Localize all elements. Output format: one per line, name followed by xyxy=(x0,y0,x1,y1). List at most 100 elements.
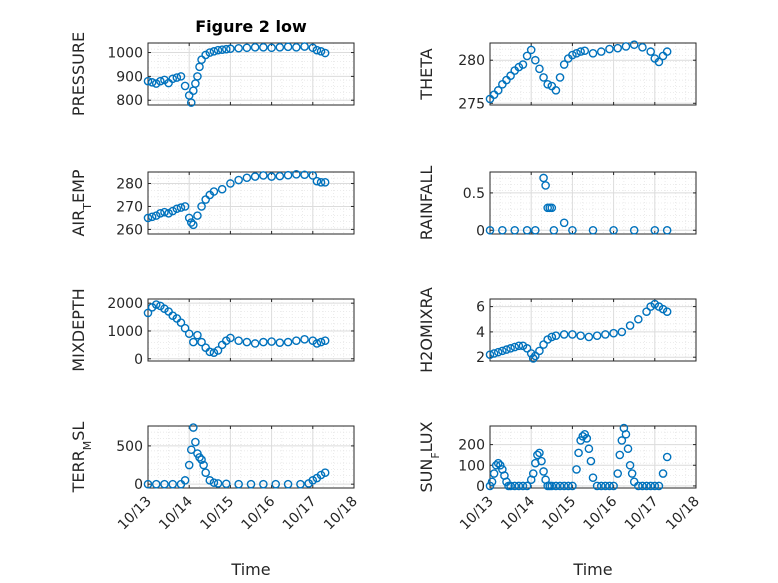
y-tick-label: 2000 xyxy=(107,296,143,312)
data-point xyxy=(193,211,202,220)
data-point xyxy=(510,225,520,235)
data-point xyxy=(176,318,186,327)
data-point xyxy=(205,347,215,357)
data-point xyxy=(568,50,577,60)
data-point xyxy=(189,423,198,432)
data-point xyxy=(197,202,206,211)
subplot-pressure: 800 900 1000 PRESSURE xyxy=(69,32,355,116)
data-point xyxy=(201,343,210,352)
data-point xyxy=(634,481,643,491)
data-point xyxy=(555,481,565,491)
x-tick-label: 10/17 xyxy=(622,494,662,534)
data-point xyxy=(609,481,618,491)
data-point xyxy=(189,220,198,230)
y-tick-label: 270 xyxy=(116,199,143,215)
data-point xyxy=(191,79,200,88)
data-point xyxy=(156,76,165,86)
data-point xyxy=(259,42,268,52)
data-point xyxy=(234,336,243,346)
data-point xyxy=(559,330,569,339)
data-point xyxy=(539,73,548,82)
data-point xyxy=(522,481,532,491)
data-point xyxy=(205,476,215,485)
y-axis-label: H2OMIXRA xyxy=(417,287,436,373)
data-point xyxy=(221,44,231,54)
y-tick-label: 900 xyxy=(116,69,143,85)
y-axis-label: MIXDEPTH xyxy=(69,288,88,371)
data-point xyxy=(300,42,309,51)
data-point xyxy=(320,48,330,58)
data-point xyxy=(217,45,227,54)
data-point xyxy=(559,481,569,491)
axes-box xyxy=(147,42,355,106)
data-point xyxy=(259,171,268,180)
data-point xyxy=(250,172,260,181)
data-point xyxy=(250,42,260,52)
y-axis-label: RAINFALL xyxy=(417,166,436,241)
data-point xyxy=(580,429,590,439)
data-point xyxy=(168,206,178,216)
data-point xyxy=(551,481,561,491)
data-point xyxy=(623,444,633,454)
y-tick-label: 1000 xyxy=(107,324,143,340)
axes-box xyxy=(489,298,697,362)
axes-box xyxy=(489,425,697,489)
data-point xyxy=(213,45,223,55)
data-point xyxy=(191,437,200,447)
data-point xyxy=(605,481,614,491)
data-point xyxy=(617,327,627,337)
data-point xyxy=(563,481,573,491)
data-point xyxy=(621,429,631,439)
x-tick-label: 10/15 xyxy=(197,494,237,534)
data-point xyxy=(209,478,219,487)
data-point xyxy=(634,314,643,324)
data-point xyxy=(617,436,627,445)
data-point xyxy=(584,332,594,342)
data-point xyxy=(493,347,503,357)
y-tick-label: 280 xyxy=(116,176,143,192)
data-point xyxy=(316,470,326,480)
data-point xyxy=(180,81,190,91)
data-point xyxy=(312,339,322,348)
x-tick-label: 10/14 xyxy=(156,493,196,533)
data-point xyxy=(308,476,318,485)
data-point xyxy=(184,460,194,470)
data-point xyxy=(531,351,540,361)
data-point xyxy=(143,76,153,86)
y-axis-label: TERRMSL xyxy=(69,422,94,494)
data-point xyxy=(638,481,647,491)
subplot-theta: 275 280 THETA xyxy=(417,40,697,112)
data-point xyxy=(292,336,301,346)
data-point xyxy=(578,432,588,441)
data-point xyxy=(217,184,227,194)
data-point xyxy=(572,465,581,474)
data-point xyxy=(642,481,651,491)
data-point xyxy=(541,181,550,190)
data-point xyxy=(613,43,623,53)
y-tick-label: 200 xyxy=(458,438,485,454)
data-point xyxy=(574,448,583,458)
data-point xyxy=(186,445,196,455)
y-tick-label: 275 xyxy=(458,96,485,112)
x-tick-label: 10/16 xyxy=(581,493,621,533)
data-point xyxy=(205,48,215,57)
data-point xyxy=(572,49,581,58)
x-tick-label: 10/17 xyxy=(280,494,320,534)
data-point xyxy=(580,46,590,56)
y-tick-label: 280 xyxy=(458,53,485,69)
data-point xyxy=(559,218,569,228)
data-point xyxy=(537,456,546,466)
data-point xyxy=(662,307,672,316)
data-point xyxy=(518,481,528,491)
data-point xyxy=(662,47,672,56)
data-point xyxy=(151,211,161,220)
data-point xyxy=(160,207,169,217)
data-point xyxy=(242,337,252,347)
data-point xyxy=(586,456,596,466)
data-point xyxy=(275,338,285,347)
data-point xyxy=(531,225,540,235)
data-point xyxy=(156,209,165,218)
data-point xyxy=(197,455,206,464)
data-point xyxy=(485,350,495,359)
x-tick-label: 10/13 xyxy=(457,494,497,534)
